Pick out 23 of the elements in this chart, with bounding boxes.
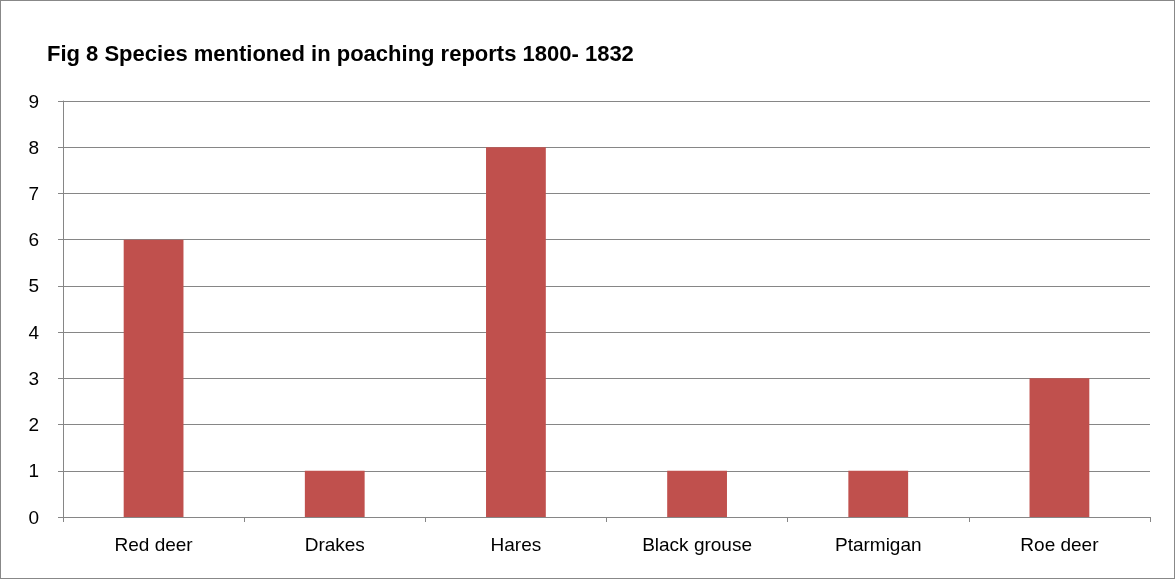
- x-tick-label: Roe deer: [1020, 534, 1100, 555]
- bar: [667, 470, 727, 517]
- y-tick-label: 4: [28, 321, 40, 343]
- x-tick-label: Ptarmigan: [834, 534, 922, 555]
- y-tick-label: 5: [28, 275, 39, 297]
- bar: [304, 470, 365, 517]
- y-tick-label: 7: [28, 182, 39, 204]
- chart-title: Fig 8 Species mentioned in poaching reports 1800- 1832: [47, 40, 634, 66]
- y-tick-label: 2: [28, 414, 39, 436]
- y-tick-label: 1: [28, 460, 39, 482]
- bar: [486, 147, 546, 517]
- x-tick-label: Hares: [490, 534, 542, 555]
- x-tick-label: Drakes: [304, 534, 365, 555]
- x-tick-label: Red deer: [114, 534, 194, 555]
- y-tick-label: 6: [28, 229, 39, 251]
- y-tick-label: 9: [28, 90, 39, 112]
- y-tick-label: 8: [28, 136, 39, 158]
- bar: [123, 239, 184, 517]
- y-tick-label: 0: [28, 506, 39, 528]
- x-tick-label: Black grouse: [642, 534, 753, 555]
- bar: [1029, 378, 1090, 517]
- bar: [848, 470, 909, 517]
- y-tick-label: 3: [28, 367, 39, 389]
